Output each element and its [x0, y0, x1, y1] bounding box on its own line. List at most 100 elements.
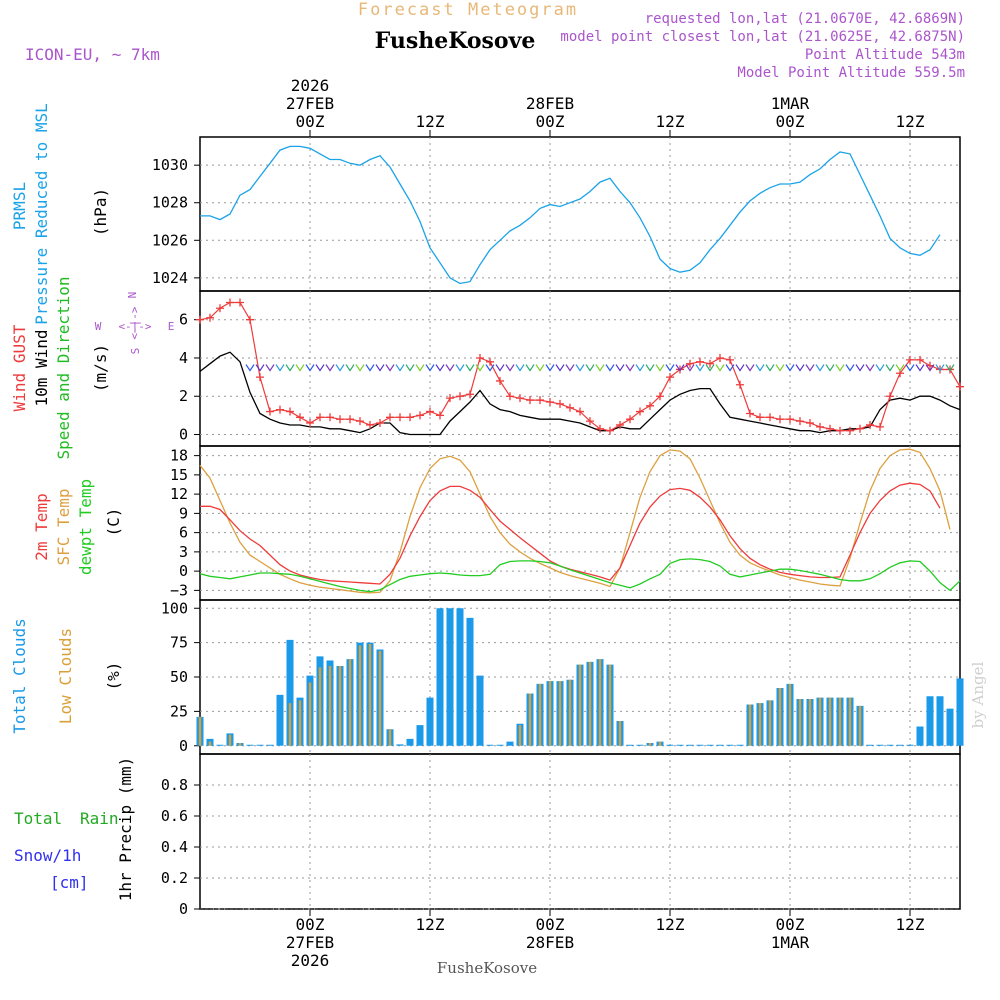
y-tick-label: 75	[170, 634, 188, 652]
gust-marker	[816, 422, 824, 431]
wind-arrow	[415, 364, 425, 372]
y-tick-label: 0	[179, 900, 188, 918]
wind-arrow	[685, 364, 695, 372]
low-cloud-bar	[538, 683, 542, 746]
total-cloud-bar	[476, 675, 484, 746]
gust-marker	[676, 365, 684, 374]
low-cloud-bar	[858, 705, 862, 746]
watermark: by Angel	[969, 661, 987, 728]
wind-arrow	[765, 364, 775, 372]
gust-marker	[786, 415, 794, 424]
wind-arrow	[375, 364, 385, 372]
wind-arrow	[855, 364, 865, 372]
wind-arrow	[555, 364, 565, 372]
low-cloud-bar	[598, 659, 602, 746]
low-cloud-bar	[768, 700, 772, 746]
gust-marker	[556, 399, 564, 408]
wind-arrow	[915, 364, 925, 372]
wind-arrow	[485, 364, 495, 372]
total-cloud-bar	[416, 725, 424, 746]
wind-direction-arrows	[245, 364, 955, 372]
gust-marker	[796, 417, 804, 426]
gust-marker	[306, 419, 314, 428]
gust-marker	[316, 413, 324, 422]
wind-arrow	[535, 364, 545, 372]
total-cloud-bar	[946, 708, 954, 746]
wind-arrow	[705, 364, 715, 372]
panel-frame	[199, 753, 961, 910]
precip-total-label: Total	[14, 809, 62, 828]
low-cloud-bar	[568, 679, 572, 746]
y-tick-label: 1028	[152, 194, 188, 212]
gust-marker	[446, 394, 454, 403]
wind-arrow	[735, 364, 745, 372]
forecast-title: Forecast Meteogram	[358, 0, 578, 20]
low-cloud-bar	[548, 681, 552, 746]
total-cloud-bar	[486, 744, 494, 746]
total-cloud-bar	[736, 744, 744, 746]
gust-marker	[806, 419, 814, 428]
precip-y-axis: 0 0.2 0.4 0.6 0.8	[161, 776, 200, 918]
total-cloud-bar	[876, 744, 884, 746]
total-cloud-bar	[286, 639, 294, 746]
gust-marker	[746, 409, 754, 418]
low-cloud-bar	[308, 682, 312, 746]
wind-arrow	[335, 364, 345, 372]
compass-w: W	[95, 320, 102, 333]
low-cloud-bar	[318, 667, 322, 746]
pressure-unit: (hPa)	[91, 188, 110, 236]
wind-gust-markers	[196, 298, 964, 435]
gust-marker	[566, 403, 574, 412]
low-cloud-bar	[388, 729, 392, 746]
gust-marker	[456, 392, 464, 401]
gust-marker	[686, 359, 694, 368]
total-cloud-bar	[686, 744, 694, 746]
low-cloud-bar	[298, 700, 302, 746]
gust-marker	[876, 422, 884, 431]
closest-coords: model point closest lon,lat (21.0625E, 4…	[560, 29, 965, 45]
total-cloud-bar	[456, 608, 464, 746]
temp-unit: (C)	[104, 508, 123, 537]
gust-marker	[586, 417, 594, 426]
y-tick-label: 0	[179, 737, 188, 755]
gust-marker	[266, 407, 274, 416]
y-tick-label: 4	[179, 349, 188, 367]
y-tick-label: 15	[170, 466, 188, 484]
gust-marker	[766, 413, 774, 422]
clouds-panel-labels: Total Clouds Low Clouds (%)	[10, 618, 123, 734]
wind-arrow	[865, 364, 875, 372]
wind-arrow	[825, 364, 835, 372]
gust-marker	[496, 376, 504, 385]
y-tick-label: 2	[179, 387, 188, 405]
gust-marker	[406, 413, 414, 422]
time-label-bottom: 1MAR	[771, 933, 810, 952]
wind-arrow	[355, 364, 365, 372]
compass-s: S	[129, 348, 142, 355]
time-label-bottom: 12Z	[416, 915, 445, 934]
wind-arrow	[395, 364, 405, 372]
gust-marker	[826, 424, 834, 433]
low-cloud-bar	[518, 725, 522, 746]
gust-marker	[956, 382, 964, 391]
gust-marker	[736, 380, 744, 389]
gust-marker	[836, 426, 844, 435]
low-cloud-bar	[328, 666, 332, 746]
time-label-bottom: 28FEB	[526, 933, 574, 952]
gust-marker	[366, 420, 374, 429]
gust-marker	[206, 313, 214, 322]
wind-arrow	[815, 364, 825, 372]
wind-arrow	[835, 364, 845, 372]
wind-unit: (m/s)	[91, 344, 110, 392]
total-cloud-bar	[436, 608, 444, 746]
total-cloud-bar	[276, 694, 284, 746]
low-cloud-bar	[648, 743, 652, 746]
total-clouds-label: Total Clouds	[10, 618, 29, 734]
wind-arrow	[265, 364, 275, 372]
low-cloud-bar	[808, 699, 812, 746]
gust-marker	[256, 373, 264, 382]
wind-arrow	[315, 364, 325, 372]
total-cloud-bar	[696, 744, 704, 746]
y-tick-label: 0	[179, 426, 188, 444]
low-cloud-bar	[818, 697, 822, 746]
